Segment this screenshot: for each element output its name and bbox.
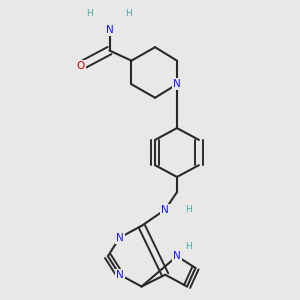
Text: N: N [116, 232, 124, 243]
Text: N: N [106, 25, 113, 35]
Text: N: N [173, 79, 181, 89]
Text: H: H [125, 9, 131, 18]
Text: N: N [116, 270, 124, 280]
Text: H: H [86, 9, 93, 18]
Text: O: O [77, 61, 85, 71]
Text: N: N [173, 251, 181, 261]
Text: N: N [161, 205, 169, 215]
Text: H: H [185, 242, 192, 250]
Text: H: H [185, 205, 192, 214]
